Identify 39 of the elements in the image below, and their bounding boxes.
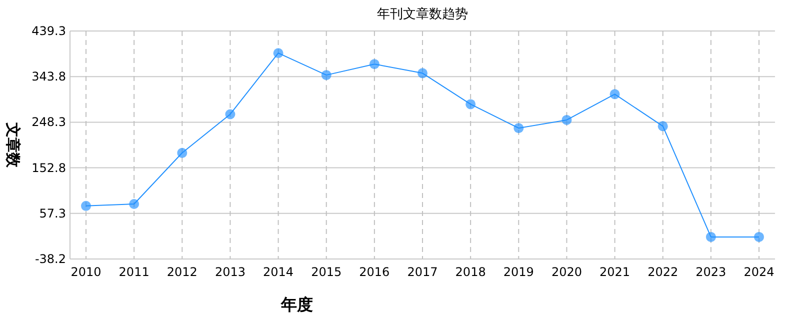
x-tick-label: 2021 xyxy=(600,265,630,279)
y-tick-label: 57.3 xyxy=(39,206,66,220)
point xyxy=(225,109,236,120)
x-tick-label: 2023 xyxy=(696,265,726,279)
x-axis-title: 年度 xyxy=(280,295,313,314)
point xyxy=(658,121,668,132)
y-tick-label: 248.3 xyxy=(32,115,66,130)
point xyxy=(177,148,188,158)
point xyxy=(129,198,140,209)
point xyxy=(273,48,284,58)
point xyxy=(369,59,380,70)
y-tick-label: 439.3 xyxy=(32,24,66,38)
point xyxy=(418,68,428,78)
y-tick-label: -38.2 xyxy=(34,252,66,266)
x-tick-label: 2016 xyxy=(359,265,390,279)
y-tick-label: 152.8 xyxy=(32,160,66,175)
x-tick-label: 2017 xyxy=(407,265,438,279)
point xyxy=(321,70,332,80)
chart-title: 年刊文章数趋势 xyxy=(377,7,468,22)
x-tick-label: 2018 xyxy=(455,265,486,279)
x-tick-label: 2019 xyxy=(503,265,534,279)
x-tick-label: 2022 xyxy=(648,265,678,279)
x-tick-label: 2015 xyxy=(311,265,342,279)
point xyxy=(754,232,764,242)
y-axis-title: 文章数 xyxy=(4,122,22,168)
x-tick-label: 2014 xyxy=(263,265,294,279)
point xyxy=(466,99,476,110)
x-tick-label: 2020 xyxy=(551,265,582,279)
x-tick-label: 2012 xyxy=(166,265,198,279)
y-tick-label: 343.8 xyxy=(32,70,66,84)
x-tick-label: 2013 xyxy=(214,265,246,279)
point xyxy=(514,123,524,134)
point xyxy=(610,89,620,100)
x-tick-label: 2011 xyxy=(118,265,150,279)
x-tick-label: 2024 xyxy=(744,265,774,279)
point xyxy=(706,232,716,242)
x-tick-label: 2010 xyxy=(70,265,102,279)
point xyxy=(81,200,91,211)
point xyxy=(562,114,572,125)
